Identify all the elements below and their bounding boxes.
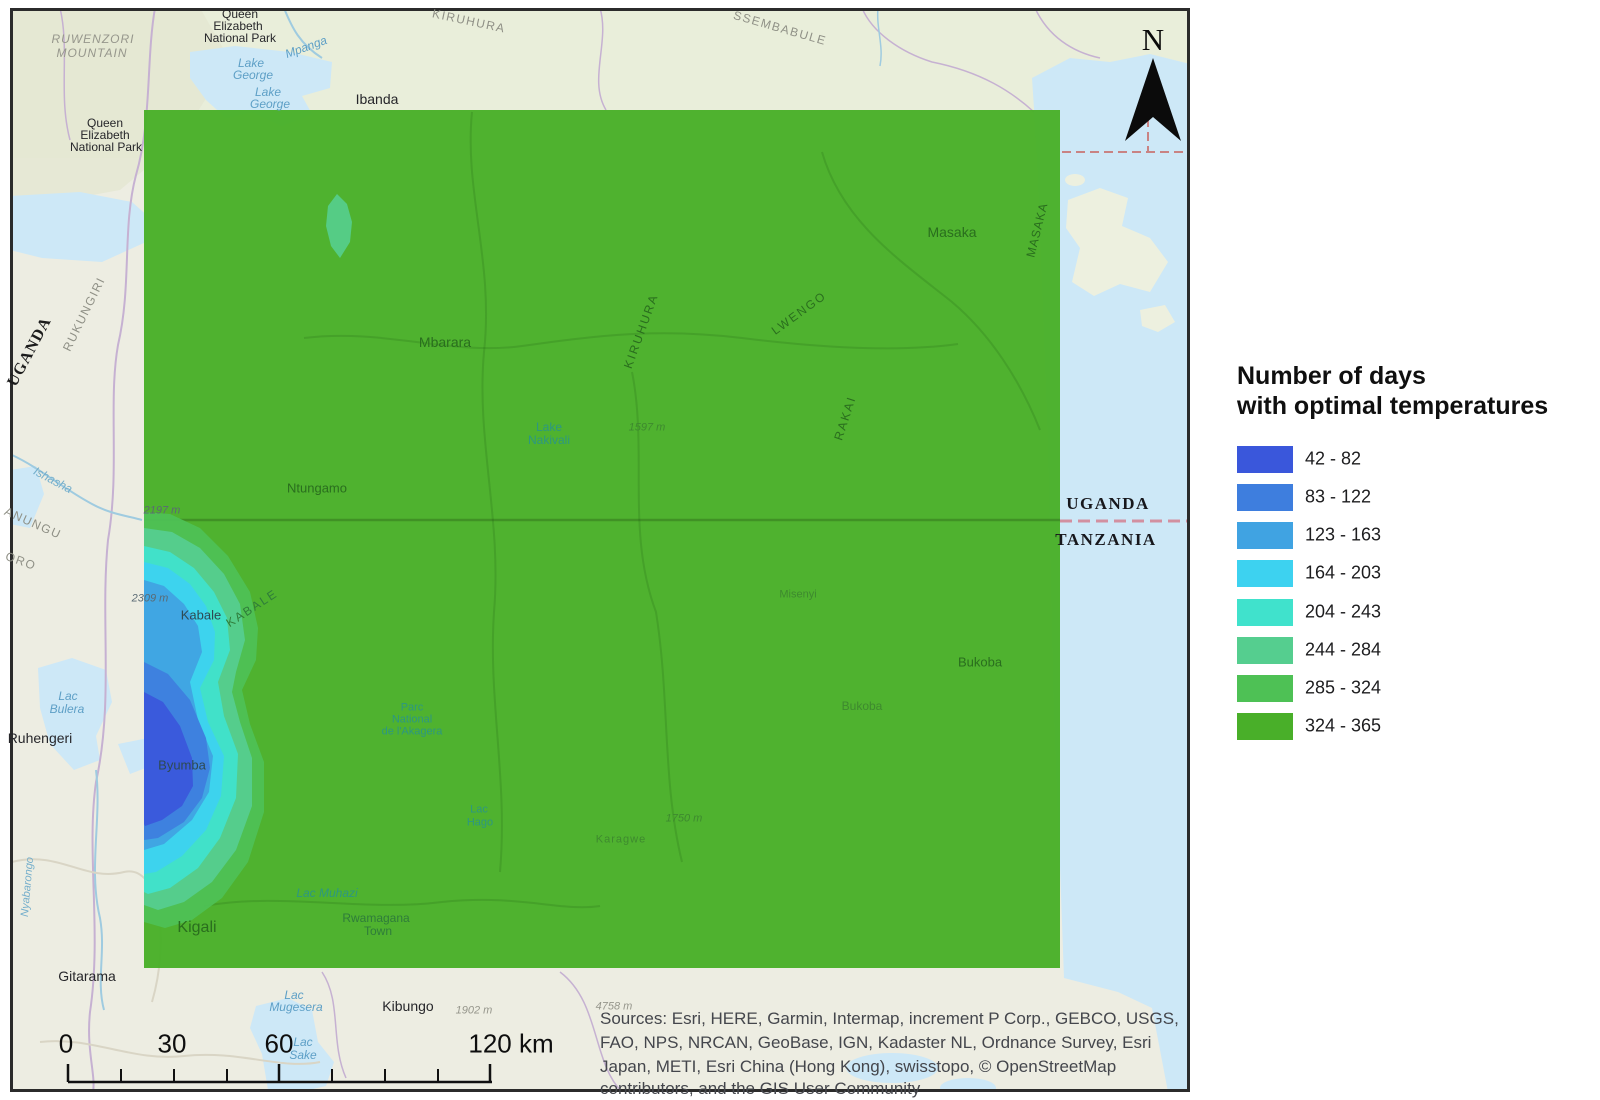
map-label: 1902 m bbox=[455, 1004, 493, 1017]
map-label: Ibanda bbox=[355, 91, 399, 107]
map-label: Mbarara bbox=[418, 334, 472, 350]
map-label: Rwamagana bbox=[342, 911, 410, 925]
map-frame bbox=[10, 8, 1190, 1092]
map-label: Kibungo bbox=[382, 998, 434, 1014]
basemap bbox=[10, 8, 1190, 1092]
map-label: National Park bbox=[69, 140, 143, 154]
legend-label: 123 - 163 bbox=[1305, 524, 1382, 545]
map-label: Ruhengeri bbox=[7, 730, 73, 746]
map-label: 1597 m bbox=[628, 421, 666, 434]
map-label: Lac bbox=[284, 988, 304, 1002]
map-label: George bbox=[249, 97, 291, 111]
map-label: 4758 m bbox=[595, 1000, 633, 1013]
legend-label: 324 - 365 bbox=[1305, 715, 1382, 736]
scale-bar bbox=[66, 1064, 492, 1084]
map-label: Misenyi bbox=[779, 588, 817, 601]
scale-tick-label: 120 km bbox=[468, 1028, 554, 1059]
map-label: Nakivali bbox=[527, 433, 571, 447]
map-label: 2197 m bbox=[143, 504, 181, 517]
legend-swatch-123-163 bbox=[1237, 522, 1293, 549]
map-label: Mugesera bbox=[269, 1000, 323, 1014]
map-label: Kabale bbox=[180, 607, 222, 623]
legend-swatch-244-284 bbox=[1237, 637, 1293, 664]
map-label: Queen bbox=[221, 7, 259, 21]
map-label: Queen bbox=[86, 116, 124, 130]
map-label: Byumba bbox=[158, 757, 206, 773]
map-label: National Park bbox=[203, 31, 277, 45]
attribution-line: Japan, METI, Esri China (Hong Kong), swi… bbox=[600, 1057, 1117, 1076]
map-label: Parc bbox=[400, 701, 424, 714]
scale-tick-label: 30 bbox=[157, 1028, 187, 1059]
map-label-kigali: Kigali bbox=[177, 919, 217, 936]
legend-label: 164 - 203 bbox=[1305, 562, 1382, 583]
map-label: Ntungamo bbox=[287, 480, 347, 496]
map-label: Lac Muhazi bbox=[296, 886, 358, 900]
lac-bulera-shape bbox=[38, 658, 112, 770]
map-label: Elizabeth bbox=[80, 128, 130, 142]
legend-title-line2: with optimal temperatures bbox=[1237, 392, 1549, 420]
map-label: Elizabeth bbox=[213, 19, 263, 33]
border-label-tanzania: TANZANIA bbox=[1055, 530, 1157, 549]
attribution-line: Sources: Esri, HERE, Garmin, Intermap, i… bbox=[600, 1009, 1179, 1028]
map-label: National bbox=[391, 713, 433, 726]
attribution-line: contributors, and the GIS User Community bbox=[600, 1079, 921, 1098]
temperature-overlay bbox=[144, 110, 1060, 968]
map-label: 2309 m bbox=[131, 592, 169, 605]
scale-tick-label: 60 bbox=[264, 1028, 294, 1059]
map-label: RUWENZORI bbox=[51, 32, 135, 46]
map-label: Lac bbox=[470, 803, 488, 816]
legend-swatch-285-324 bbox=[1237, 675, 1293, 702]
legend-label: 244 - 284 bbox=[1305, 639, 1382, 660]
map-label: 1750 m bbox=[665, 812, 703, 825]
lakes bbox=[10, 46, 1190, 1092]
map-label: Bukoba bbox=[957, 654, 1003, 670]
lake-george bbox=[190, 46, 332, 126]
band-42-82 bbox=[144, 692, 193, 826]
scale-tick-label: 0 bbox=[58, 1028, 74, 1059]
map-label: de l'Akagera bbox=[381, 725, 443, 738]
low-value-contours bbox=[144, 194, 352, 928]
islands bbox=[1065, 174, 1175, 332]
basemap-lines bbox=[11, 8, 1101, 1092]
legend-title-line1: Number of days bbox=[1237, 362, 1426, 390]
overlay-roads bbox=[203, 111, 1041, 909]
map-label: Bulera bbox=[49, 702, 85, 716]
north-arrow-icon bbox=[1125, 58, 1181, 141]
legend-label: 204 - 243 bbox=[1305, 601, 1382, 622]
map-label: Hago bbox=[466, 816, 494, 829]
legend-swatch-42-82 bbox=[1237, 446, 1293, 473]
north-arrow-label: N bbox=[1141, 22, 1165, 57]
map-label: Lake bbox=[254, 85, 282, 99]
legend-swatch-83-122 bbox=[1237, 484, 1293, 511]
legend-swatch-324-365 bbox=[1237, 713, 1293, 740]
map-label: Masaka bbox=[927, 224, 977, 240]
map-label: Town bbox=[363, 924, 393, 938]
map-label: Lake bbox=[237, 56, 265, 70]
border-label-uganda: UGANDA bbox=[1066, 494, 1150, 513]
map-label: Lake bbox=[535, 420, 563, 434]
map-label: Lac bbox=[293, 1035, 313, 1049]
map-label: Karagwe bbox=[595, 833, 647, 846]
legend-label: 285 - 324 bbox=[1305, 677, 1382, 698]
map-label: Gitarama bbox=[58, 968, 116, 984]
map-label: Lac bbox=[58, 689, 78, 703]
legend-label: 83 - 122 bbox=[1305, 486, 1372, 507]
legend-swatch-164-203 bbox=[1237, 560, 1293, 587]
map-label: George bbox=[232, 68, 274, 82]
legend-swatch-204-243 bbox=[1237, 599, 1293, 626]
attribution-line: FAO, NPS, NRCAN, GeoBase, IGN, Kadaster … bbox=[600, 1033, 1152, 1052]
legend-label: 42 - 82 bbox=[1305, 448, 1362, 469]
map-label: Bukoba bbox=[841, 699, 883, 713]
map-label: MOUNTAIN bbox=[56, 46, 128, 60]
small-teal-patch bbox=[326, 194, 352, 258]
map-label: Sake bbox=[289, 1048, 317, 1062]
